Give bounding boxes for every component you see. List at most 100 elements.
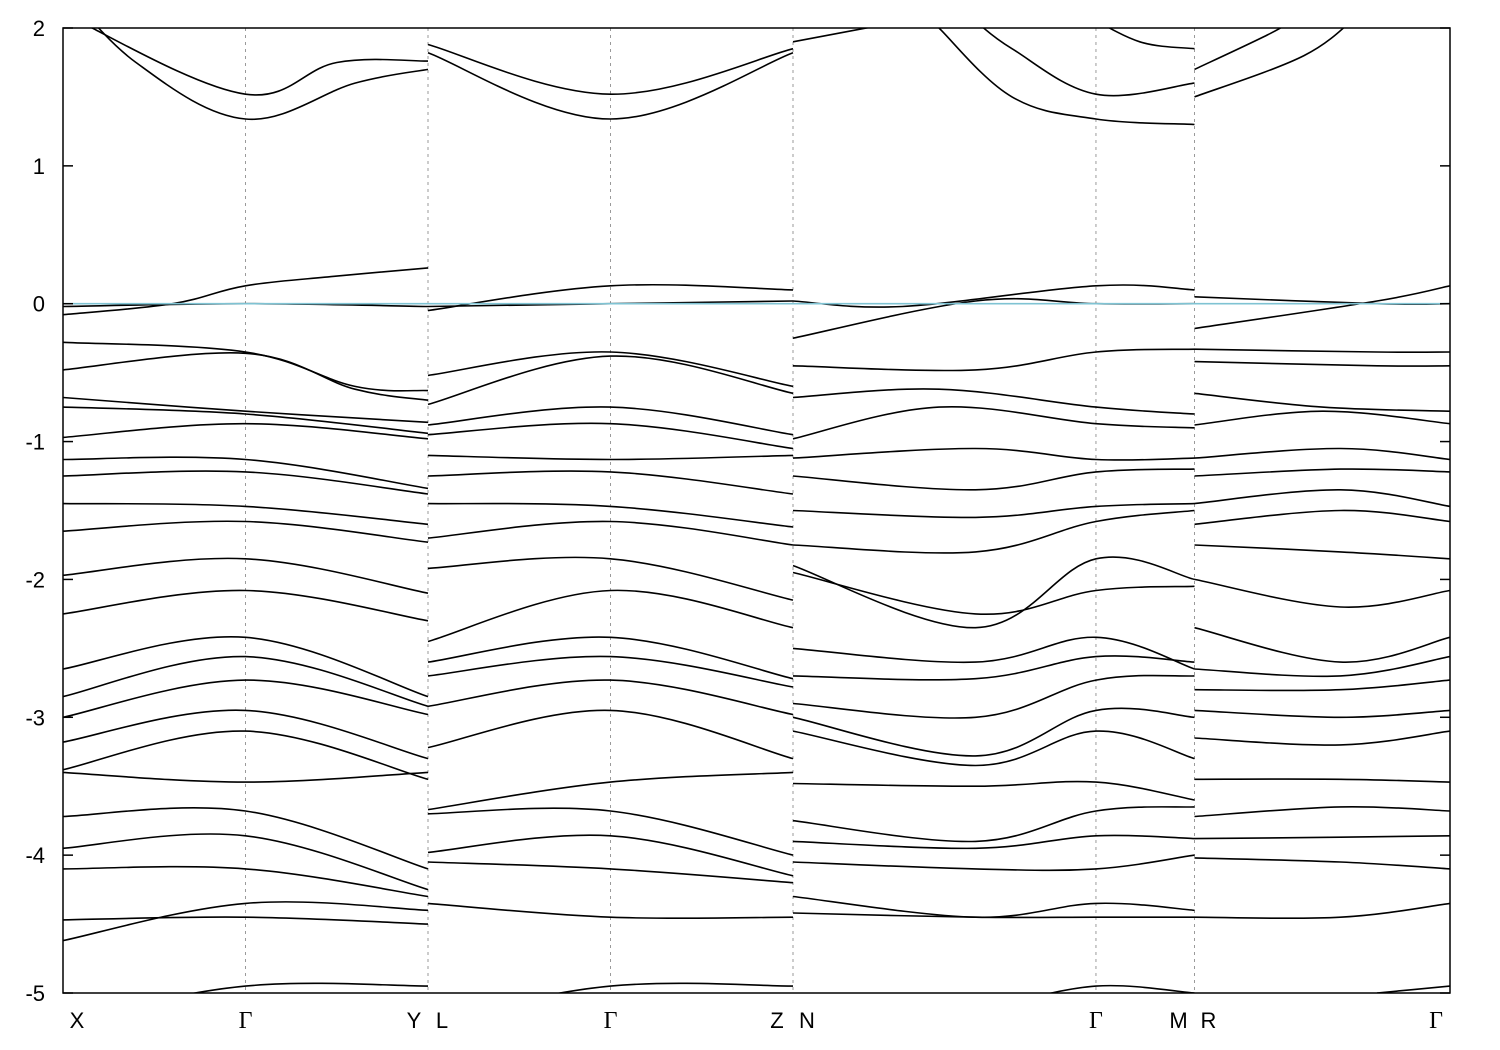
band-line	[792, 509, 1195, 554]
band-line	[792, 297, 1195, 339]
band-line	[792, 895, 1195, 919]
band-line	[792, 388, 1195, 415]
band-line	[1376, 985, 1450, 993]
band-line	[792, 571, 1195, 616]
band-line	[792, 655, 1195, 681]
band-line	[190, 982, 429, 993]
band-line	[427, 709, 794, 760]
band-line	[63, 655, 429, 708]
band-line	[63, 406, 429, 435]
band-line	[792, 707, 1195, 757]
band-line	[427, 771, 794, 811]
band-line	[427, 422, 794, 450]
band-line	[427, 834, 794, 877]
kpoint-label-l: L	[436, 1008, 448, 1033]
band-line	[427, 589, 794, 643]
band-line	[792, 348, 1195, 372]
y-axis: 2 1 0 -1 -2 -3 -4 -5	[25, 16, 1450, 1006]
y-tick-label: 1	[33, 154, 45, 179]
y-tick-label: 2	[33, 16, 45, 41]
band-line	[1194, 285, 1450, 330]
band-line	[1194, 28, 1283, 71]
band-line	[63, 470, 429, 495]
band-line	[63, 771, 429, 783]
band-line	[792, 447, 1195, 461]
band-line	[63, 352, 429, 401]
band-line	[427, 454, 794, 461]
band-line	[63, 807, 429, 870]
band-line	[1194, 626, 1450, 663]
band-line	[1047, 984, 1195, 993]
band-line	[427, 470, 794, 495]
band-line	[792, 468, 1195, 491]
band-line	[427, 679, 794, 716]
band-line	[555, 982, 794, 993]
band-line	[97, 28, 429, 121]
band-line	[1194, 410, 1450, 426]
band-line	[427, 406, 794, 436]
band-line	[1194, 835, 1450, 840]
band-line	[63, 901, 429, 942]
band-line	[63, 709, 429, 760]
kpoint-label-g1: Γ	[239, 1008, 253, 1034]
band-line	[63, 396, 429, 424]
band-line	[427, 636, 794, 680]
band-line	[792, 912, 1195, 919]
band-line	[1194, 709, 1450, 719]
kpoint-label-y: Y	[407, 1008, 422, 1033]
band-line	[427, 502, 794, 528]
band-line	[63, 865, 429, 898]
band-line	[1194, 348, 1450, 354]
band-line	[792, 405, 1195, 440]
band-line	[792, 730, 1195, 767]
band-line	[63, 730, 429, 781]
band-line	[792, 556, 1195, 629]
band-line	[427, 655, 794, 688]
y-tick-label: -1	[25, 430, 45, 455]
plot-frame	[62, 27, 1451, 994]
band-line	[63, 589, 429, 622]
band-line	[792, 780, 1195, 801]
band-line	[427, 52, 794, 120]
band-line	[90, 28, 429, 96]
band-line	[1194, 679, 1450, 692]
kpoint-label-g4: Γ	[1429, 1008, 1443, 1034]
kpoint-label-r: R	[1201, 1008, 1217, 1033]
band-line	[1194, 805, 1450, 818]
band-line	[792, 284, 1195, 308]
band-line	[1194, 544, 1450, 560]
band-line	[1194, 468, 1450, 477]
band-line	[1194, 360, 1450, 367]
band-line	[1194, 447, 1450, 461]
band-lines	[63, 28, 1450, 993]
y-tick-label: -3	[25, 705, 45, 730]
y-tick-label: -2	[25, 567, 45, 592]
y-tick-label: 0	[33, 292, 45, 317]
band-line	[1194, 778, 1450, 783]
band-line	[1194, 488, 1450, 508]
band-line	[63, 456, 429, 490]
high-symmetry-gridlines	[245, 28, 1451, 993]
band-line	[792, 674, 1195, 719]
band-line	[792, 806, 1195, 843]
y-tick-label: -4	[25, 843, 45, 868]
band-line	[63, 635, 429, 698]
band-line	[427, 351, 794, 388]
band-line	[1194, 509, 1450, 526]
band-line	[63, 679, 429, 719]
band-line	[1194, 28, 1345, 98]
band-line	[792, 834, 1195, 850]
band-line	[63, 502, 429, 526]
band-line	[1107, 28, 1195, 50]
band-line	[63, 557, 429, 594]
band-line	[1194, 655, 1450, 678]
band-line	[427, 520, 794, 546]
kpoint-label-m: M	[1169, 1008, 1187, 1033]
band-line	[792, 28, 871, 43]
band-line	[792, 502, 1195, 519]
band-line	[1194, 392, 1450, 412]
band-line	[427, 807, 794, 856]
kpoint-label-z: Z	[770, 1008, 783, 1033]
band-line	[792, 636, 1195, 670]
